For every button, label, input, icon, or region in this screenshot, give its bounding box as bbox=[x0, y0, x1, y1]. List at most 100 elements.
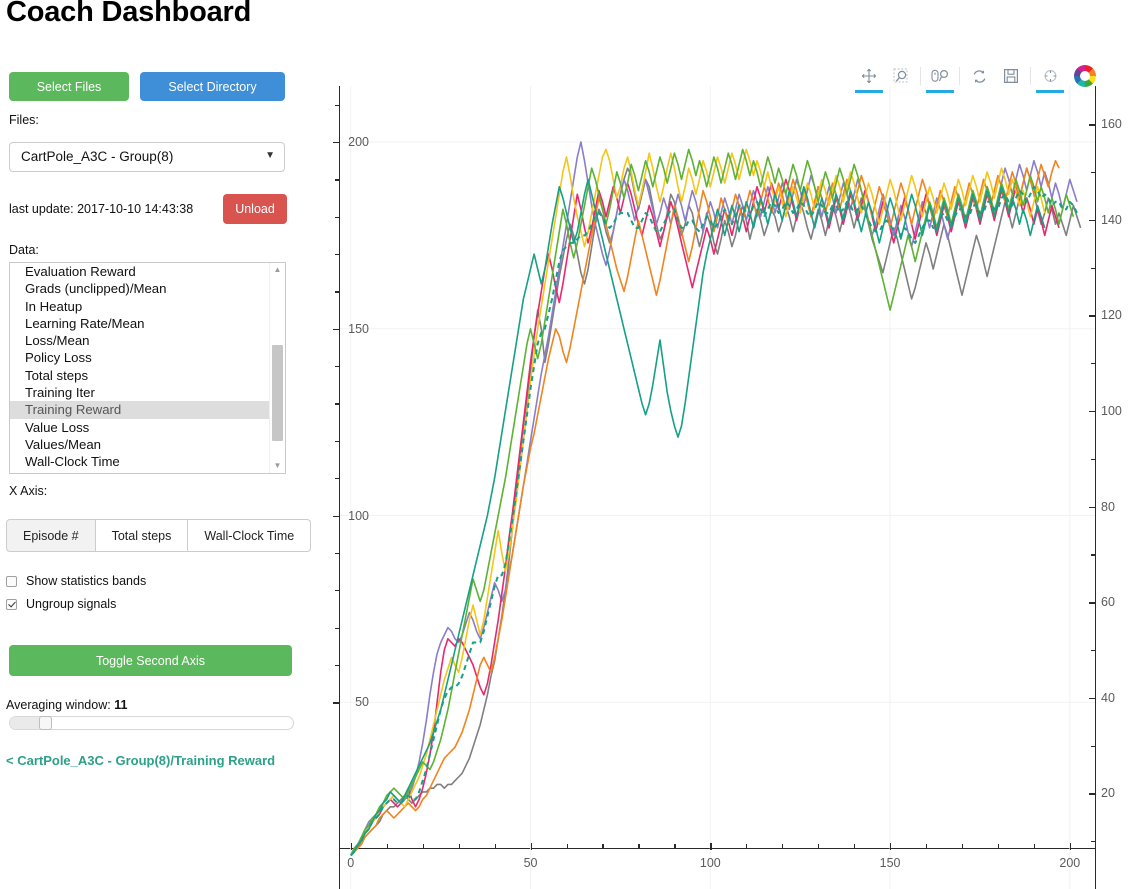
right-axis-tick-label: 20 bbox=[1101, 786, 1115, 801]
show-statistics-bands-checkbox[interactable] bbox=[6, 575, 17, 587]
data-list-item[interactable]: Wall-Clock Time bbox=[25, 454, 120, 470]
data-list-item[interactable]: Learning Rate/Mean bbox=[25, 315, 145, 331]
x-axis-minor-tick bbox=[674, 844, 676, 849]
right-axis-tick-label: 140 bbox=[1101, 212, 1122, 227]
right-axis-tick bbox=[1089, 602, 1096, 604]
x-axis-minor-tick bbox=[458, 844, 460, 849]
bottom-axis-line bbox=[339, 848, 1096, 850]
y-axis-minor-tick bbox=[335, 366, 340, 368]
y-axis-minor-tick bbox=[335, 552, 340, 555]
right-axis-tick bbox=[1089, 697, 1096, 700]
x-axis-tab-episode[interactable]: Episode # bbox=[6, 519, 96, 552]
x-axis-tick-label: 0 bbox=[347, 856, 355, 870]
save-tool-icon[interactable] bbox=[999, 61, 1023, 91]
right-axis-minor-tick bbox=[1091, 745, 1096, 747]
x-axis-minor-tick bbox=[422, 844, 424, 849]
data-list-item[interactable]: Evaluation Reward bbox=[25, 264, 136, 279]
right-axis-minor-tick bbox=[1091, 172, 1096, 174]
y-axis-tick bbox=[333, 142, 340, 144]
scroll-up-icon[interactable]: ▲ bbox=[273, 265, 282, 274]
data-list-item[interactable]: Grads (unclipped)/Mean bbox=[25, 281, 167, 297]
x-axis-tick bbox=[530, 843, 532, 850]
x-axis-minor-tick bbox=[818, 844, 820, 849]
x-axis-minor-tick bbox=[782, 844, 784, 849]
data-list-item[interactable]: Policy Loss bbox=[25, 350, 92, 366]
averaging-window-label: Averaging window: bbox=[6, 698, 111, 712]
scroll-down-icon[interactable]: ▼ bbox=[273, 461, 282, 470]
bokeh-logo-icon[interactable] bbox=[1074, 65, 1096, 87]
x-axis-minor-tick bbox=[854, 844, 856, 849]
box-zoom-tool-icon[interactable] bbox=[889, 61, 913, 91]
ungroup-signals-row[interactable]: Ungroup signals bbox=[6, 597, 116, 611]
data-list-scrollbar[interactable]: ▲ ▼ bbox=[269, 263, 285, 473]
y-axis-minor-tick bbox=[335, 104, 340, 106]
toggle-second-axis-button[interactable]: Toggle Second Axis bbox=[9, 645, 292, 676]
data-signal-list[interactable]: Evaluation Reward Grads (unclipped)/Mean I… bbox=[9, 262, 286, 474]
data-list-item[interactable]: Value Loss bbox=[25, 419, 90, 435]
hover-tool-icon[interactable] bbox=[1036, 61, 1064, 93]
right-axis-tick bbox=[1089, 506, 1096, 508]
plot-frame[interactable] bbox=[340, 86, 1095, 889]
averaging-window-slider[interactable] bbox=[9, 716, 294, 730]
unload-button[interactable]: Unload bbox=[223, 194, 287, 224]
x-axis-minor-tick bbox=[746, 844, 748, 849]
slider-handle[interactable] bbox=[39, 716, 52, 730]
data-signal-list-items: Evaluation Reward Grads (unclipped)/Mean I… bbox=[10, 263, 285, 471]
select-files-button[interactable]: Select Files bbox=[9, 72, 129, 101]
data-label: Data: bbox=[9, 243, 39, 257]
legend-signal-link[interactable]: < CartPole_A3C - Group(8)/Training Rewar… bbox=[6, 753, 276, 768]
data-list-item[interactable]: Training Iter bbox=[25, 385, 95, 401]
y-axis-tick-label: 100 bbox=[348, 508, 369, 523]
x-axis-label: X Axis: bbox=[9, 484, 48, 498]
series-line bbox=[350, 167, 1082, 856]
y-axis-minor-tick bbox=[335, 216, 340, 218]
series-line bbox=[350, 178, 1060, 856]
x-axis-minor-tick bbox=[926, 844, 928, 849]
y-axis-tick bbox=[333, 328, 340, 331]
y-axis-minor-tick bbox=[335, 590, 340, 592]
data-list-item[interactable]: Training Reward bbox=[10, 401, 285, 419]
x-axis-minor-tick bbox=[386, 844, 388, 849]
right-axis-tick bbox=[1089, 315, 1096, 317]
y-axis-tick-label: 200 bbox=[348, 135, 369, 150]
reset-tool-icon[interactable] bbox=[967, 61, 991, 91]
right-axis-tick bbox=[1089, 793, 1096, 795]
toolbar-separator bbox=[1030, 67, 1031, 85]
files-label: Files: bbox=[9, 113, 39, 127]
series-line bbox=[350, 185, 1078, 857]
x-axis-tick bbox=[890, 843, 892, 850]
right-axis-tick-label: 60 bbox=[1101, 595, 1115, 610]
right-axis-minor-tick bbox=[1091, 458, 1096, 460]
plot-canvas[interactable] bbox=[340, 86, 1095, 889]
data-list-item[interactable]: Total steps bbox=[25, 367, 89, 383]
toolbar-separator bbox=[920, 67, 921, 85]
y-axis-tick-label: 150 bbox=[348, 321, 369, 336]
x-axis-tab-total-steps[interactable]: Total steps bbox=[95, 519, 189, 552]
wheel-zoom-tool-icon[interactable] bbox=[926, 61, 954, 93]
right-axis-tick-label: 160 bbox=[1101, 117, 1122, 132]
ungroup-signals-label: Ungroup signals bbox=[26, 597, 117, 611]
y-axis-minor-tick bbox=[335, 440, 340, 442]
y-axis-minor-tick bbox=[335, 664, 340, 667]
ungroup-signals-checkbox[interactable] bbox=[6, 598, 17, 610]
pan-tool-icon[interactable] bbox=[855, 61, 883, 93]
right-axis-tick-label: 100 bbox=[1101, 404, 1122, 419]
y-axis-minor-tick bbox=[335, 291, 340, 293]
left-axis-line bbox=[339, 86, 341, 889]
sidebar: Select Files Select Directory Files: Car… bbox=[0, 0, 312, 881]
series-lines bbox=[340, 86, 1095, 889]
scrollbar-thumb[interactable] bbox=[272, 345, 283, 441]
select-directory-button[interactable]: Select Directory bbox=[140, 72, 285, 101]
x-axis-tab-wall-clock-time[interactable]: Wall-Clock Time bbox=[188, 519, 312, 552]
right-axis-minor-tick bbox=[1091, 650, 1096, 652]
data-list-item[interactable]: In Heatup bbox=[25, 298, 83, 314]
data-list-item[interactable]: Loss/Mean bbox=[25, 333, 90, 349]
show-statistics-bands-row[interactable]: Show statistics bands bbox=[6, 574, 146, 588]
y-axis-minor-tick bbox=[335, 403, 340, 405]
data-list-item[interactable]: Values/Mean bbox=[25, 436, 101, 452]
right-axis-tick bbox=[1089, 124, 1096, 126]
files-select[interactable]: CartPole_A3C - Group(8) ▼ bbox=[9, 142, 285, 172]
plot-panel: 50 100 150 200 20 40 60 80 100 120 140 160 0 50 100 150… bbox=[300, 40, 1142, 889]
x-axis-tick-label: 100 bbox=[699, 856, 721, 870]
